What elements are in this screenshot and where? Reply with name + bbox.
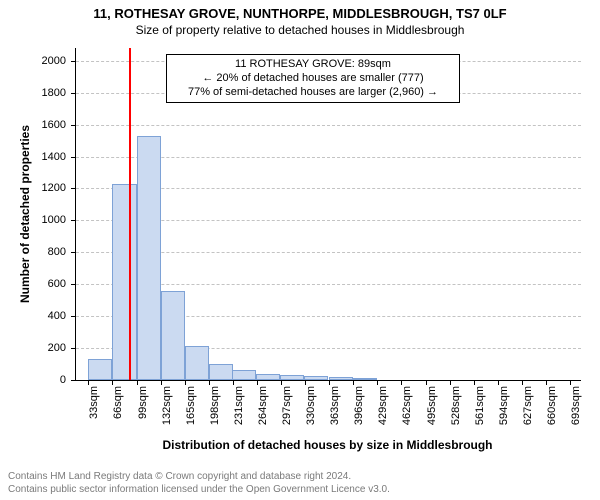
xtick-mark: [522, 380, 523, 385]
histogram-bar: [256, 374, 280, 380]
x-axis-label: Distribution of detached houses by size …: [75, 438, 580, 452]
xtick-label: 693sqm: [570, 386, 582, 425]
xtick-mark: [209, 380, 210, 385]
xtick-label: 363sqm: [329, 386, 341, 425]
ytick-label: 0: [60, 374, 76, 386]
xtick-label: 99sqm: [137, 386, 149, 419]
footer-line: Contains public sector information licen…: [8, 484, 592, 497]
xtick-label: 330sqm: [305, 386, 317, 425]
histogram-bar: [353, 378, 377, 380]
histogram-bar: [329, 377, 353, 380]
xtick-mark: [546, 380, 547, 385]
xtick-mark: [450, 380, 451, 385]
xtick-label: 132sqm: [161, 386, 173, 425]
xtick-label: 429sqm: [377, 386, 389, 425]
xtick-label: 396sqm: [353, 386, 365, 425]
xtick-mark: [426, 380, 427, 385]
ytick-label: 200: [48, 342, 76, 354]
ytick-label: 600: [48, 278, 76, 290]
xtick-label: 495sqm: [426, 386, 438, 425]
xtick-mark: [112, 380, 113, 385]
chart-subtitle: Size of property relative to detached ho…: [0, 21, 600, 37]
xtick-label: 627sqm: [522, 386, 534, 425]
annotation-line: 77% of semi-detached houses are larger (…: [173, 86, 453, 100]
y-axis-label: Number of detached properties: [18, 125, 32, 303]
xtick-mark: [401, 380, 402, 385]
ytick-label: 1200: [42, 182, 76, 194]
histogram-bar: [137, 136, 161, 380]
chart-title: 11, ROTHESAY GROVE, NUNTHORPE, MIDDLESBR…: [0, 0, 600, 21]
ytick-label: 2000: [42, 55, 76, 67]
annotation-box: 11 ROTHESAY GROVE: 89sqm← 20% of detache…: [166, 54, 460, 103]
ytick-label: 400: [48, 310, 76, 322]
footer-line: Contains HM Land Registry data © Crown c…: [8, 471, 592, 484]
xtick-mark: [498, 380, 499, 385]
xtick-mark: [329, 380, 330, 385]
histogram-bar: [112, 184, 136, 380]
xtick-label: 528sqm: [450, 386, 462, 425]
xtick-mark: [88, 380, 89, 385]
histogram-bar: [209, 364, 233, 380]
xtick-mark: [281, 380, 282, 385]
xtick-label: 660sqm: [546, 386, 558, 425]
footer-attribution: Contains HM Land Registry data © Crown c…: [8, 471, 592, 496]
xtick-mark: [474, 380, 475, 385]
xtick-label: 198sqm: [209, 386, 221, 425]
xtick-mark: [185, 380, 186, 385]
histogram-bar: [304, 376, 328, 380]
xtick-label: 165sqm: [185, 386, 197, 425]
gridline: [76, 125, 581, 126]
xtick-mark: [570, 380, 571, 385]
xtick-label: 66sqm: [112, 386, 124, 419]
annotation-line: ← 20% of detached houses are smaller (77…: [173, 72, 453, 86]
xtick-mark: [233, 380, 234, 385]
histogram-bar: [88, 359, 112, 380]
xtick-mark: [305, 380, 306, 385]
xtick-mark: [353, 380, 354, 385]
xtick-label: 33sqm: [88, 386, 100, 419]
xtick-label: 297sqm: [281, 386, 293, 425]
ytick-label: 1400: [42, 151, 76, 163]
xtick-label: 594sqm: [498, 386, 510, 425]
xtick-mark: [161, 380, 162, 385]
ytick-label: 1000: [42, 214, 76, 226]
ytick-label: 800: [48, 246, 76, 258]
ytick-label: 1800: [42, 87, 76, 99]
histogram-bar: [280, 375, 304, 380]
xtick-label: 561sqm: [474, 386, 486, 425]
xtick-label: 462sqm: [401, 386, 413, 425]
histogram-bar: [232, 370, 256, 380]
histogram-bar: [161, 291, 185, 380]
plot-area: 020040060080010001200140016001800200033s…: [75, 48, 581, 381]
ytick-label: 1600: [42, 119, 76, 131]
xtick-mark: [137, 380, 138, 385]
xtick-mark: [377, 380, 378, 385]
xtick-mark: [257, 380, 258, 385]
histogram-bar: [185, 346, 209, 380]
xtick-label: 231sqm: [233, 386, 245, 425]
reference-marker-line: [129, 48, 131, 380]
xtick-label: 264sqm: [257, 386, 269, 425]
annotation-line: 11 ROTHESAY GROVE: 89sqm: [173, 58, 453, 72]
